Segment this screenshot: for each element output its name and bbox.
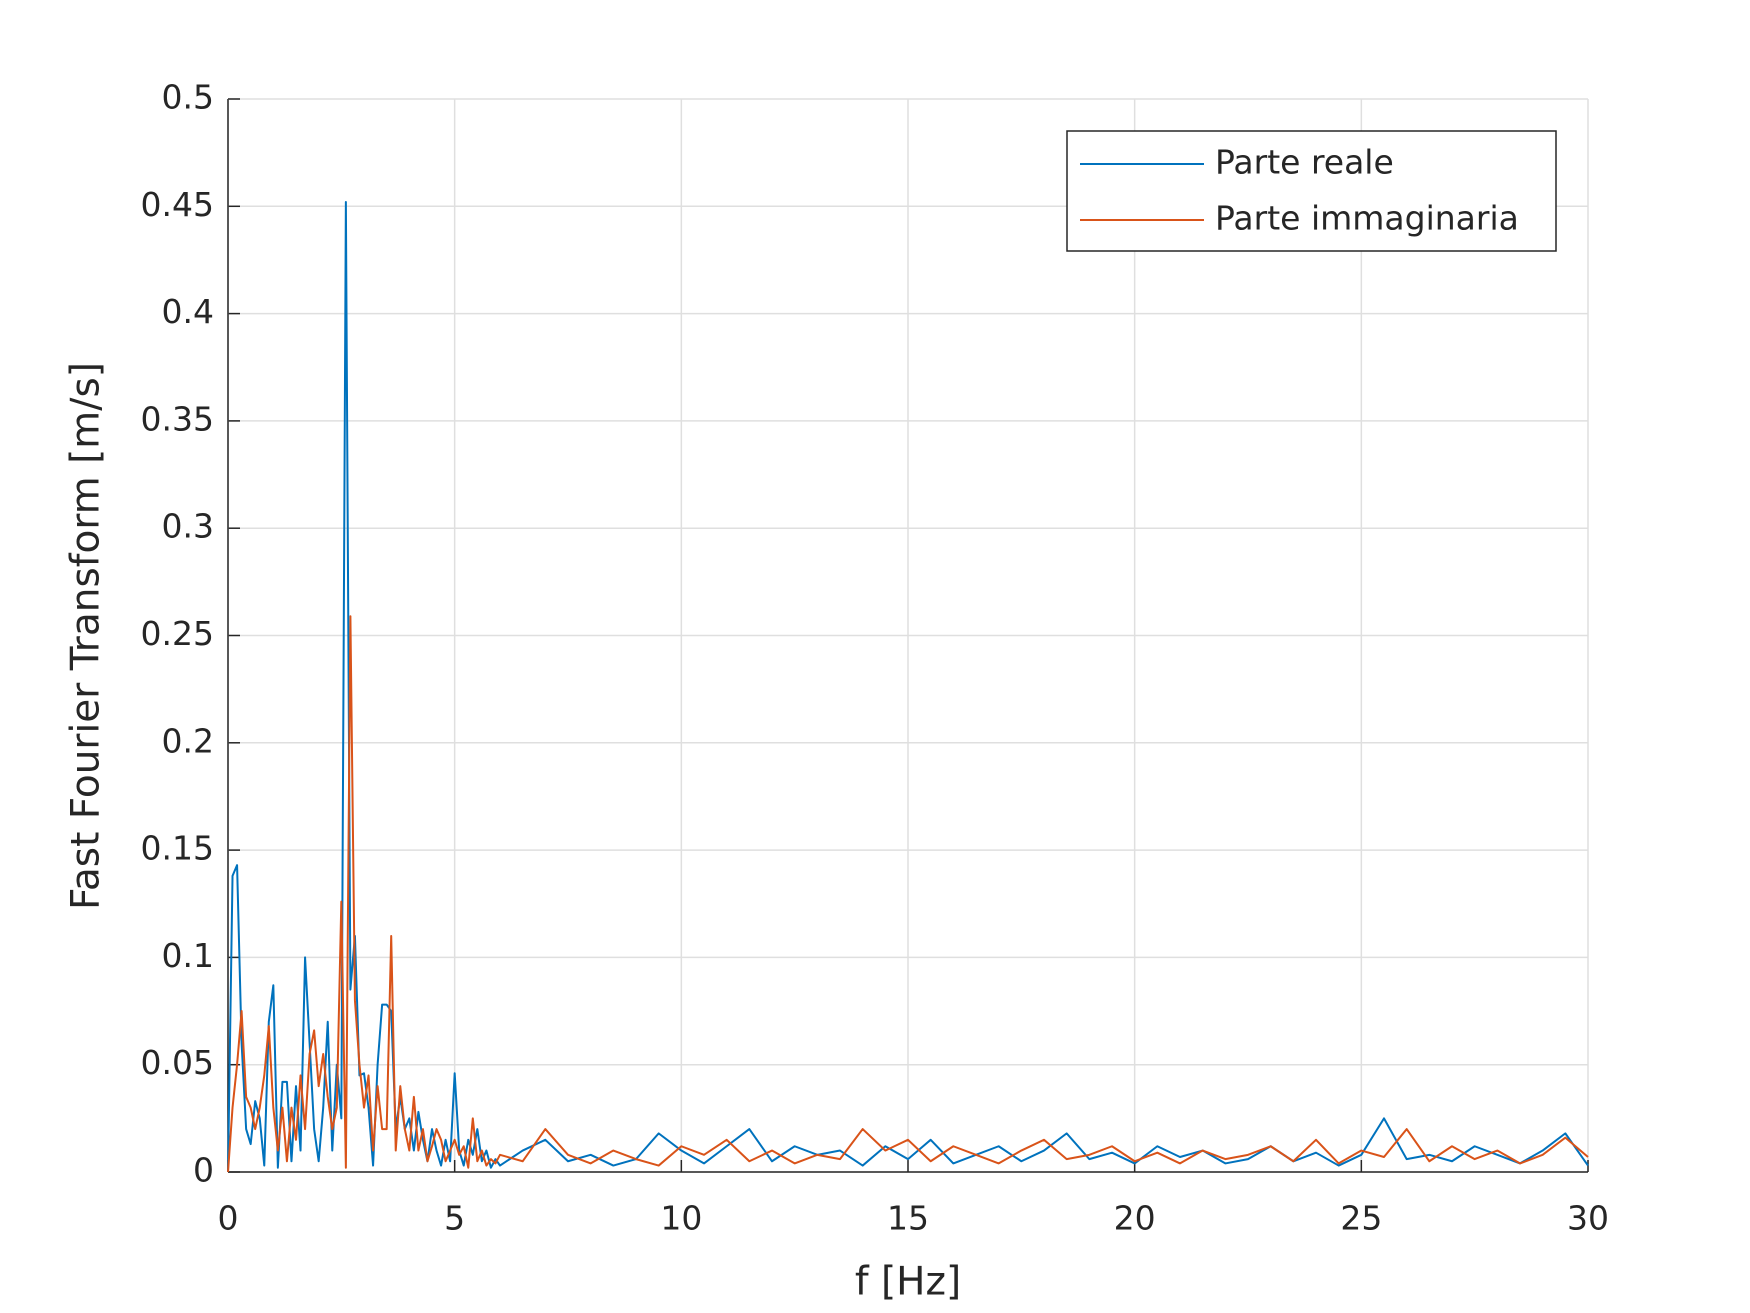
y-tick-label: 0.4: [162, 292, 214, 331]
legend-label: Parte reale: [1215, 143, 1394, 182]
legend-box: [1066, 130, 1557, 252]
y-tick-label: 0: [193, 1151, 214, 1190]
y-tick-label: 0.5: [162, 78, 214, 117]
y-tick-label: 0.45: [141, 185, 214, 224]
x-tick-label: 30: [1567, 1199, 1609, 1238]
line-series: [227, 201, 1589, 1173]
line-series: [227, 615, 1589, 1173]
y-tick-label: 0.25: [141, 614, 214, 653]
y-tick-label: 0.35: [141, 399, 214, 438]
y-tick-label: 0.05: [141, 1043, 214, 1082]
x-tick-label: 25: [1340, 1199, 1382, 1238]
y-tick-label: 0.15: [141, 829, 214, 868]
y-tick-label: 0.3: [162, 507, 214, 546]
y-axis-label: Fast Fourier Transform [m/s]: [64, 362, 109, 910]
x-axis-label: f [Hz]: [855, 1260, 961, 1305]
y-tick-label: 0.2: [162, 721, 214, 760]
y-tick-label: 0.1: [162, 936, 214, 975]
legend-label: Parte immaginaria: [1215, 199, 1519, 238]
x-tick-label: 15: [887, 1199, 929, 1238]
x-tick-label: 10: [660, 1199, 702, 1238]
x-tick-label: 0: [218, 1199, 239, 1238]
x-tick-label: 5: [444, 1199, 465, 1238]
x-tick-label: 20: [1114, 1199, 1156, 1238]
